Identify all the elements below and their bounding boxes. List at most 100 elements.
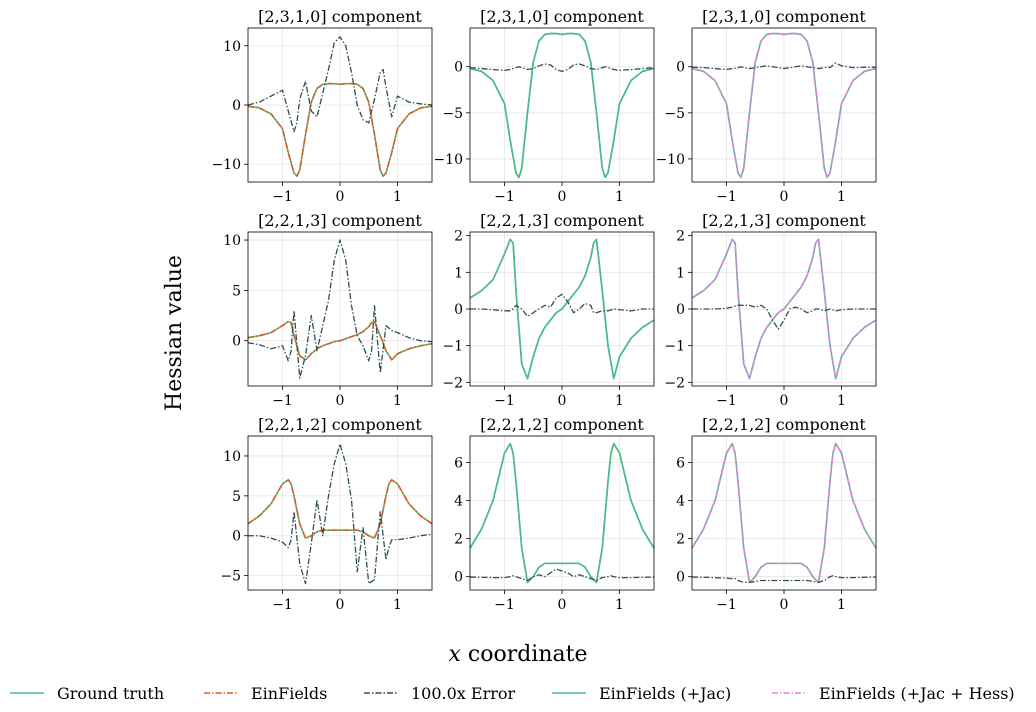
legend-item: Ground truth xyxy=(10,684,164,703)
x-tick-label: 0 xyxy=(336,189,345,205)
y-tick-label: 2 xyxy=(454,532,463,548)
y-tick-label: −5 xyxy=(664,106,685,122)
figure-xlabel: x coordinate xyxy=(448,642,587,667)
series-line-einfields xyxy=(248,479,432,539)
subplot-title: [2,3,1,0] component xyxy=(702,7,866,26)
y-tick-label: 1 xyxy=(454,265,463,281)
y-tick-label: 1 xyxy=(676,265,685,281)
series-line-100-0x-error xyxy=(470,63,654,72)
x-tick-label: 0 xyxy=(558,597,567,613)
series-line-100-0x-error xyxy=(470,293,654,317)
subplot-title: [2,2,1,2] component xyxy=(258,415,422,434)
subplot-title: [2,3,1,0] component xyxy=(258,7,422,26)
series-line-einfields-jac-hess- xyxy=(692,442,876,584)
series-line-100-0x-error xyxy=(248,239,432,379)
x-tick-label: 1 xyxy=(837,189,846,205)
x-tick-label: −1 xyxy=(716,597,737,613)
x-tick-label: 1 xyxy=(615,189,624,205)
y-tick-label: −5 xyxy=(220,569,241,585)
y-tick-label: −10 xyxy=(655,152,685,168)
y-tick-label: 10 xyxy=(223,233,241,249)
y-tick-label: 6 xyxy=(454,456,463,472)
legend-label: 100.0x Error xyxy=(411,684,516,703)
y-tick-label: 4 xyxy=(676,494,685,510)
y-tick-label: 0 xyxy=(676,302,685,318)
y-tick-label: 0 xyxy=(676,60,685,76)
x-tick-label: 1 xyxy=(837,597,846,613)
y-tick-label: 4 xyxy=(454,494,463,510)
x-tick-label: 1 xyxy=(393,393,402,409)
x-tick-label: 0 xyxy=(780,393,789,409)
y-tick-label: −1 xyxy=(664,339,685,355)
y-tick-label: 10 xyxy=(223,39,241,55)
series-line-100-0x-error xyxy=(248,443,432,585)
y-tick-label: 5 xyxy=(232,283,241,299)
subplot-2: −1 0 1−10−50[2,3,1,0] component xyxy=(433,7,655,205)
y-tick-label: 0 xyxy=(232,529,241,545)
y-tick-label: −1 xyxy=(442,339,463,355)
x-tick-label: 0 xyxy=(780,597,789,613)
series-line-einfields-jac- xyxy=(470,238,654,380)
subplot-9: −1 0 1 0 2 4 6 [2,2,1,2] component xyxy=(676,415,877,613)
series-group xyxy=(248,239,432,379)
series-group xyxy=(470,442,654,584)
y-tick-label: 2 xyxy=(676,532,685,548)
series-line-100-0x-error xyxy=(692,62,876,71)
x-tick-label: 1 xyxy=(393,597,402,613)
y-tick-label: −2 xyxy=(664,375,685,391)
y-tick-label: 0 xyxy=(454,570,463,586)
subplot-title: [2,2,1,3] component xyxy=(480,211,644,230)
x-tick-label: 1 xyxy=(615,597,624,613)
series-group xyxy=(470,238,654,380)
x-tick-label: 0 xyxy=(558,393,567,409)
y-tick-label: −5 xyxy=(442,106,463,122)
legend: Ground truth EinFields 100.0x Error EinFiel… xyxy=(10,684,1015,703)
y-tick-label: 5 xyxy=(232,489,241,505)
y-tick-label: 0 xyxy=(232,334,241,350)
series-line-einfields-jac- xyxy=(470,442,654,584)
series-group xyxy=(692,238,876,380)
y-tick-label: −2 xyxy=(442,375,463,391)
series-line-100-0x-error xyxy=(692,575,876,584)
y-tick-label: 0 xyxy=(454,302,463,318)
y-tick-label: 10 xyxy=(223,449,241,465)
series-group xyxy=(248,36,432,177)
series-line-100-0x-error xyxy=(248,36,432,133)
series-line-einfields xyxy=(248,320,432,361)
x-tick-label: −1 xyxy=(494,393,515,409)
legend-item: EinFields (+Jac) xyxy=(552,684,731,703)
subplot-7: −1 0 1 −5 0 5 10 [2,2,1,2] component xyxy=(220,415,433,613)
series-group xyxy=(692,32,876,179)
legend-item: EinFields (+Jac + Hess) xyxy=(772,684,1015,703)
x-tick-label: 1 xyxy=(615,393,624,409)
x-tick-label: −1 xyxy=(494,597,515,613)
series-line-einfields-jac-hess- xyxy=(692,32,876,179)
legend-label: Ground truth xyxy=(57,684,164,703)
series-line-einfields-jac-hess- xyxy=(692,238,876,380)
legend-item: EinFields xyxy=(204,684,327,703)
legend-label: EinFields (+Jac) xyxy=(599,684,731,703)
subplot-5: −1 0 1 −2 −1 0 1 2 [2,2,1,3] component xyxy=(442,211,655,409)
figure-xlabel-rest: coordinate xyxy=(461,642,588,667)
y-tick-label: −10 xyxy=(211,157,241,173)
legend-label: EinFields xyxy=(251,684,327,703)
figure-xlabel-var: x xyxy=(448,642,461,667)
x-tick-label: −1 xyxy=(272,393,293,409)
x-tick-label: 0 xyxy=(336,597,345,613)
subplot-8: −1 0 1 0 2 4 6 [2,2,1,2] component xyxy=(454,415,655,613)
y-tick-label: 2 xyxy=(676,229,685,245)
subplot-title: [2,2,1,3] component xyxy=(258,211,422,230)
x-tick-label: −1 xyxy=(716,393,737,409)
subplot-title: [2,2,1,2] component xyxy=(480,415,644,434)
figure-ylabel: Hessian value xyxy=(162,255,187,411)
series-group xyxy=(692,442,876,584)
subplot-title: [2,3,1,0] component xyxy=(480,7,644,26)
x-tick-label: −1 xyxy=(716,189,737,205)
x-tick-label: 0 xyxy=(558,189,567,205)
series-line-einfields xyxy=(248,82,432,177)
x-tick-label: −1 xyxy=(494,189,515,205)
